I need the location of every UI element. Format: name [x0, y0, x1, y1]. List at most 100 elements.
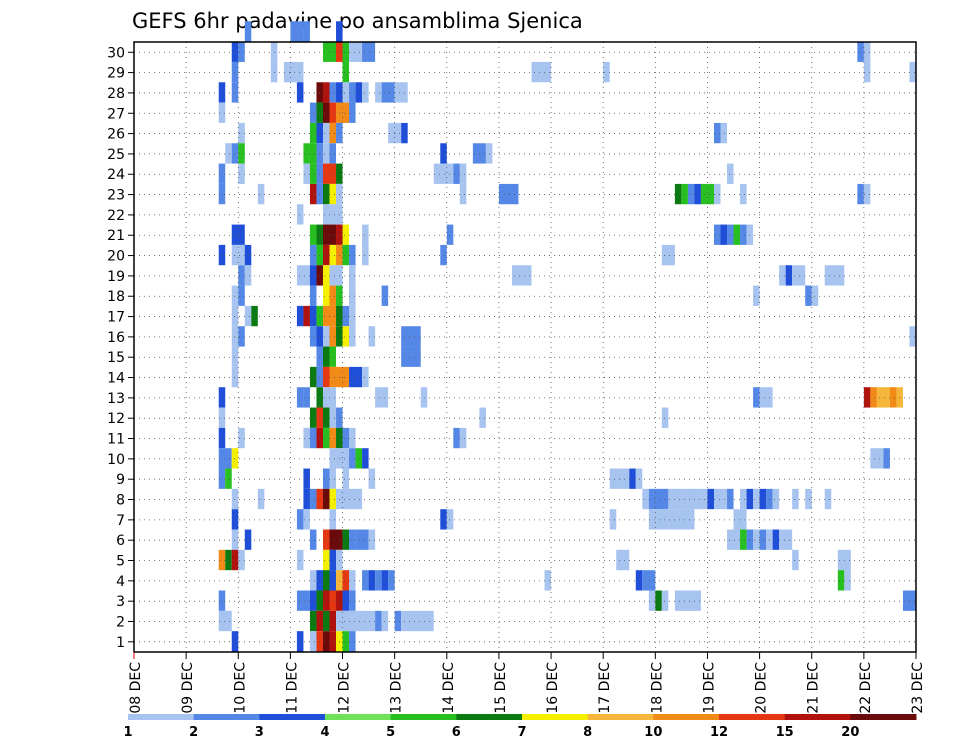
heatmap-cell — [453, 427, 460, 449]
heatmap-cell — [231, 41, 239, 62]
heatmap-cell — [349, 529, 356, 550]
heatmap-cell — [694, 183, 701, 205]
heatmap-cell — [446, 224, 454, 245]
heatmap-cell — [316, 366, 323, 388]
heatmap-cell — [322, 244, 330, 266]
heatmap-cell — [713, 224, 721, 245]
grid-layer — [134, 42, 916, 652]
colorbar-swatch — [128, 714, 195, 720]
heatmap-cell — [870, 448, 884, 469]
heatmap-cell — [322, 488, 330, 510]
heatmap-cell — [231, 631, 239, 652]
heatmap-cell — [238, 244, 245, 266]
heatmap-cell — [700, 183, 708, 205]
y-tick-label: 24 — [107, 167, 125, 183]
heatmap-cell — [296, 82, 304, 103]
x-tick-label: 16 DEC — [545, 662, 561, 714]
heatmap-cell — [303, 21, 310, 42]
heatmap-cell — [244, 21, 252, 42]
heatmap-cell — [349, 41, 363, 62]
heatmap-cell — [766, 529, 773, 550]
heatmap-cell — [244, 244, 252, 266]
heatmap-cell — [336, 163, 343, 184]
heatmap-cell — [309, 488, 317, 510]
y-tick-label: 13 — [107, 391, 125, 407]
heatmap-cell — [740, 183, 747, 205]
heatmap-cell — [316, 163, 323, 184]
heatmap-cell — [290, 21, 304, 42]
heatmap-cell — [244, 529, 252, 550]
heatmap-cell — [336, 305, 343, 327]
heatmap-cell — [231, 326, 239, 347]
heatmap-cell — [531, 61, 552, 83]
heatmap-cell — [238, 143, 245, 164]
heatmap-cell — [375, 610, 382, 632]
heatmap-cell — [349, 102, 356, 123]
heatmap-cell — [316, 305, 323, 327]
heatmap-cell — [753, 488, 760, 510]
heatmap-cell — [772, 529, 780, 550]
heatmap-cell — [837, 549, 851, 571]
heatmap-cell — [257, 183, 265, 205]
heatmap-cell — [349, 265, 356, 286]
heatmap-cell — [238, 265, 245, 286]
heatmap-cell — [329, 122, 337, 144]
heatmap-cell — [303, 488, 310, 510]
heatmap-cell — [322, 427, 330, 449]
heatmap-cell — [544, 570, 552, 591]
heatmap-cell — [329, 509, 337, 530]
heatmap-cell — [303, 143, 310, 164]
x-tick-label: 14 DEC — [441, 662, 457, 714]
heatmap-cell — [362, 366, 369, 388]
x-tick-label: 21 DEC — [806, 662, 822, 714]
heatmap-cell — [309, 427, 317, 449]
y-tick-label: 10 — [107, 452, 125, 468]
heatmap-cell — [440, 143, 447, 164]
heatmap-cell — [238, 549, 245, 571]
heatmap-cell — [316, 346, 323, 367]
x-tick-label: 15 DEC — [493, 662, 509, 714]
x-tick-label: 08 DEC — [128, 662, 144, 714]
colorbar-swatch — [653, 714, 720, 720]
heatmap-cell — [322, 610, 330, 632]
y-tick-label: 28 — [107, 86, 125, 102]
heatmap-cell — [342, 529, 350, 550]
x-tick-label: 13 DEC — [389, 662, 405, 714]
heatmap-cell — [342, 427, 350, 449]
heatmap-cell — [368, 529, 376, 550]
heatmap-cell — [309, 224, 317, 245]
heatmap-cell — [316, 590, 323, 611]
heatmap-cell — [231, 448, 239, 469]
heatmap-cell — [322, 529, 330, 550]
heatmap-cell — [218, 102, 226, 123]
colorbar-label: 7 — [517, 725, 526, 740]
heatmap-cell — [336, 285, 343, 306]
heatmap-cell — [681, 183, 688, 205]
heatmap-cell — [674, 183, 682, 205]
heatmap-cell — [772, 488, 780, 510]
heatmap-cell — [909, 326, 916, 347]
heatmap-cell — [316, 631, 323, 652]
x-tick-label: 19 DEC — [701, 662, 717, 714]
heatmap-cell — [322, 570, 330, 591]
heatmap-cell — [720, 122, 728, 144]
heatmap-cell — [668, 509, 695, 530]
heatmap-cell — [316, 488, 323, 510]
heatmap-cell — [661, 407, 669, 428]
heatmap-cell — [322, 590, 330, 611]
heatmap-cell — [727, 163, 734, 184]
heatmap-cell — [388, 570, 395, 591]
heatmap-cell — [648, 590, 656, 611]
heatmap-cell — [857, 183, 864, 205]
heatmap-cell — [342, 326, 350, 347]
heatmap-cell — [244, 265, 252, 286]
heatmap-cell — [309, 326, 317, 347]
heatmap-cell — [336, 570, 343, 591]
heatmap-cell — [824, 265, 845, 286]
heatmap-cell — [329, 427, 337, 449]
x-tick-label: 23 DEC — [910, 662, 926, 714]
heatmap-cell — [309, 265, 317, 286]
heatmap-cell — [394, 82, 408, 103]
heatmap-cell — [707, 183, 714, 205]
heatmap-cell — [785, 265, 793, 286]
